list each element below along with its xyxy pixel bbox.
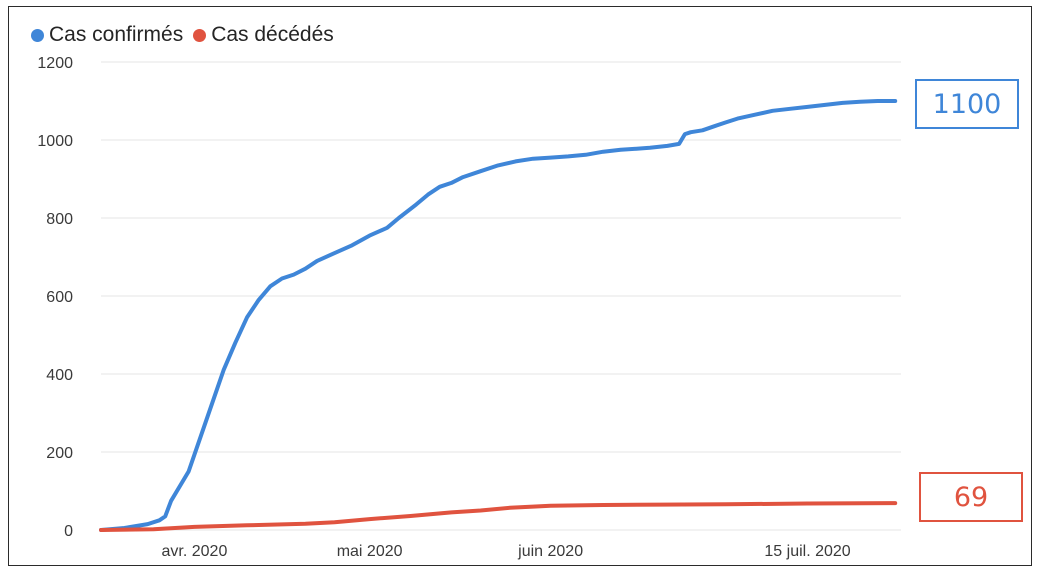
y-tick-label: 1000 (37, 133, 73, 150)
y-axis-ticks: 0 200 400 600 800 1000 1200 (37, 55, 73, 540)
y-tick-label: 0 (64, 523, 73, 540)
y-tick-label: 800 (46, 211, 73, 228)
series-line-confirmed[interactable] (99, 99, 898, 532)
legend-label-confirmed: Cas confirmés (49, 23, 184, 46)
legend-dot-confirmed (31, 28, 44, 42)
x-tick-label: juin 2020 (517, 543, 583, 560)
y-tick-label: 1200 (37, 55, 73, 72)
y-tick-label: 600 (46, 289, 73, 306)
value-callout-deaths: 69 (919, 472, 1023, 522)
x-tick-label: mai 2020 (337, 543, 403, 560)
legend-item-deaths[interactable]: Cas décédés (193, 23, 334, 47)
y-tick-label: 400 (46, 367, 73, 384)
chart-frame: Cas confirmés Cas décédés 0 200 400 600 800 1… (8, 6, 1032, 566)
legend-label-deaths: Cas décédés (211, 23, 334, 46)
legend-dot-deaths (193, 28, 207, 42)
grid-layer (101, 61, 901, 531)
chart-legend: Cas confirmés Cas décédés (31, 23, 344, 47)
line-chart: 0 200 400 600 800 1000 1200 avr. 2020 mai 2020 j… (37, 55, 901, 560)
legend-item-confirmed[interactable]: Cas confirmés (31, 23, 183, 47)
series-line-deaths[interactable] (99, 501, 898, 532)
x-tick-label: 15 juil. 2020 (764, 543, 850, 560)
x-axis-ticks: avr. 2020 mai 2020 juin 2020 15 juil. 2020 (162, 543, 851, 560)
x-tick-label: avr. 2020 (162, 543, 228, 560)
value-callout-confirmed: 1100 (915, 79, 1019, 129)
series-layer (99, 99, 898, 532)
y-tick-label: 200 (46, 445, 73, 462)
